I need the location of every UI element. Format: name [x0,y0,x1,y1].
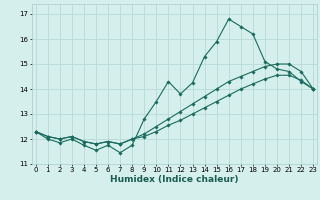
X-axis label: Humidex (Indice chaleur): Humidex (Indice chaleur) [110,175,239,184]
